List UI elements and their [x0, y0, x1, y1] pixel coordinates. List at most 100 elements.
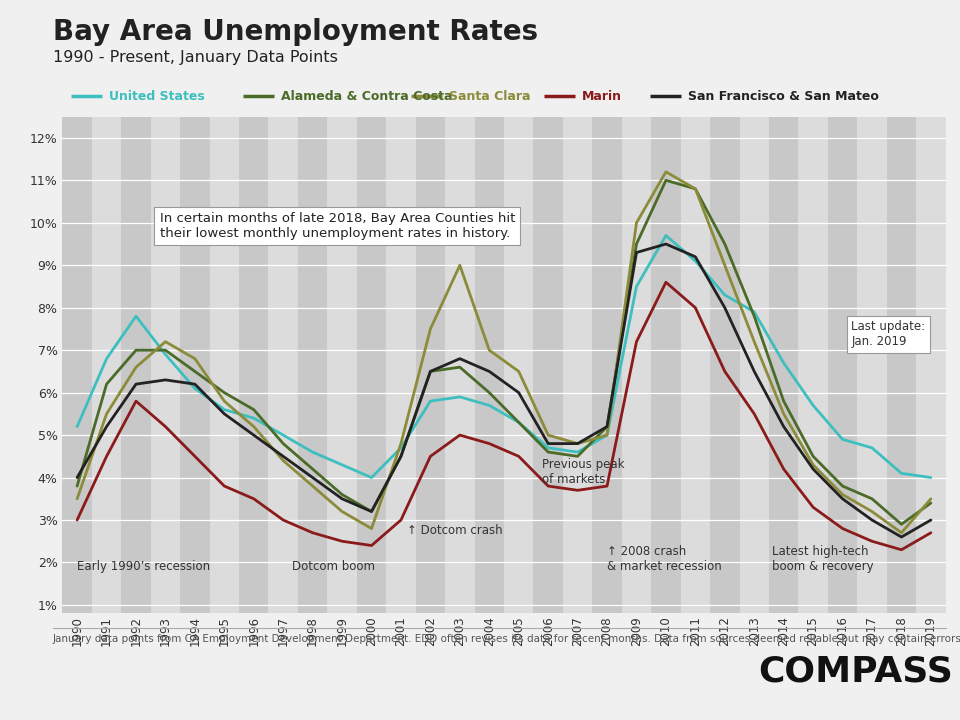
San Francisco & San Mateo — [396, 452, 407, 461]
San Francisco & San Mateo — [277, 452, 289, 461]
Marin — [513, 452, 524, 461]
Marin — [101, 452, 112, 461]
Santa Clara — [131, 363, 142, 372]
Santa Clara — [719, 261, 731, 269]
Bar — [386, 117, 416, 613]
San Francisco & San Mateo — [631, 248, 642, 257]
Alameda & Contra Costa — [277, 439, 289, 448]
San Francisco & San Mateo — [484, 367, 495, 376]
Bar — [710, 117, 739, 613]
Text: In certain months of late 2018, Bay Area Counties hit
their lowest monthly unemp: In certain months of late 2018, Bay Area… — [159, 212, 515, 240]
Bar — [445, 117, 474, 613]
Text: 1990 - Present, January Data Points: 1990 - Present, January Data Points — [53, 50, 338, 66]
Marin — [896, 546, 907, 554]
Bar — [504, 117, 534, 613]
Santa Clara — [778, 410, 789, 418]
Bar — [180, 117, 209, 613]
Marin — [189, 452, 201, 461]
Marin — [131, 397, 142, 405]
Bar — [592, 117, 622, 613]
United States — [336, 461, 348, 469]
San Francisco & San Mateo — [572, 439, 584, 448]
San Francisco & San Mateo — [159, 376, 171, 384]
Alameda & Contra Costa — [366, 507, 377, 516]
United States — [837, 435, 849, 444]
Marin — [424, 452, 436, 461]
United States — [689, 257, 701, 266]
Santa Clara — [277, 456, 289, 465]
Line: Marin: Marin — [77, 282, 931, 550]
San Francisco & San Mateo — [219, 410, 230, 418]
Text: ↑ 2008 crash
& market recession: ↑ 2008 crash & market recession — [607, 545, 722, 573]
Alameda & Contra Costa — [454, 363, 466, 372]
Santa Clara — [749, 338, 760, 346]
Santa Clara — [631, 218, 642, 227]
Alameda & Contra Costa — [307, 464, 319, 473]
Marin — [542, 482, 554, 490]
Bar — [857, 117, 887, 613]
United States — [424, 397, 436, 405]
San Francisco & San Mateo — [689, 253, 701, 261]
Text: San Francisco & San Mateo: San Francisco & San Mateo — [687, 90, 878, 103]
Marin — [807, 503, 819, 512]
Santa Clara — [71, 495, 83, 503]
San Francisco & San Mateo — [807, 464, 819, 473]
San Francisco & San Mateo — [601, 423, 612, 431]
San Francisco & San Mateo — [424, 367, 436, 376]
Text: Previous peak
of markets: Previous peak of markets — [542, 458, 625, 486]
Marin — [689, 303, 701, 312]
Marin — [925, 528, 937, 537]
Alameda & Contra Costa — [807, 452, 819, 461]
United States — [101, 354, 112, 363]
San Francisco & San Mateo — [660, 240, 672, 248]
San Francisco & San Mateo — [896, 533, 907, 541]
Text: United States: United States — [109, 90, 204, 103]
Marin — [572, 486, 584, 495]
Alameda & Contra Costa — [719, 240, 731, 248]
Alameda & Contra Costa — [572, 452, 584, 461]
San Francisco & San Mateo — [101, 423, 112, 431]
United States — [896, 469, 907, 477]
Santa Clara — [866, 507, 877, 516]
Text: COMPASS: COMPASS — [758, 654, 953, 688]
San Francisco & San Mateo — [307, 473, 319, 482]
Alameda & Contra Costa — [542, 448, 554, 456]
Bar — [239, 117, 269, 613]
Bar — [327, 117, 357, 613]
Santa Clara — [807, 461, 819, 469]
Bar — [681, 117, 710, 613]
Alameda & Contra Costa — [248, 405, 259, 414]
San Francisco & San Mateo — [366, 507, 377, 516]
Alameda & Contra Costa — [513, 418, 524, 427]
United States — [454, 392, 466, 401]
Line: Santa Clara: Santa Clara — [77, 172, 931, 533]
Bar — [887, 117, 916, 613]
Bar — [739, 117, 769, 613]
Santa Clara — [837, 490, 849, 499]
Marin — [248, 495, 259, 503]
Alameda & Contra Costa — [484, 388, 495, 397]
Bar — [298, 117, 327, 613]
Marin — [837, 524, 849, 533]
Text: Last update:
Jan. 2019: Last update: Jan. 2019 — [852, 320, 925, 348]
United States — [778, 359, 789, 367]
United States — [719, 291, 731, 300]
Santa Clara — [336, 507, 348, 516]
Marin — [396, 516, 407, 524]
Alameda & Contra Costa — [424, 367, 436, 376]
Bar — [92, 117, 121, 613]
Santa Clara — [601, 431, 612, 439]
United States — [219, 405, 230, 414]
San Francisco & San Mateo — [749, 367, 760, 376]
San Francisco & San Mateo — [866, 516, 877, 524]
Santa Clara — [513, 367, 524, 376]
Santa Clara — [925, 495, 937, 503]
United States — [660, 231, 672, 240]
San Francisco & San Mateo — [837, 495, 849, 503]
Alameda & Contra Costa — [837, 482, 849, 490]
San Francisco & San Mateo — [71, 473, 83, 482]
Santa Clara — [454, 261, 466, 269]
Alameda & Contra Costa — [925, 499, 937, 508]
Alameda & Contra Costa — [660, 176, 672, 184]
Santa Clara — [572, 439, 584, 448]
